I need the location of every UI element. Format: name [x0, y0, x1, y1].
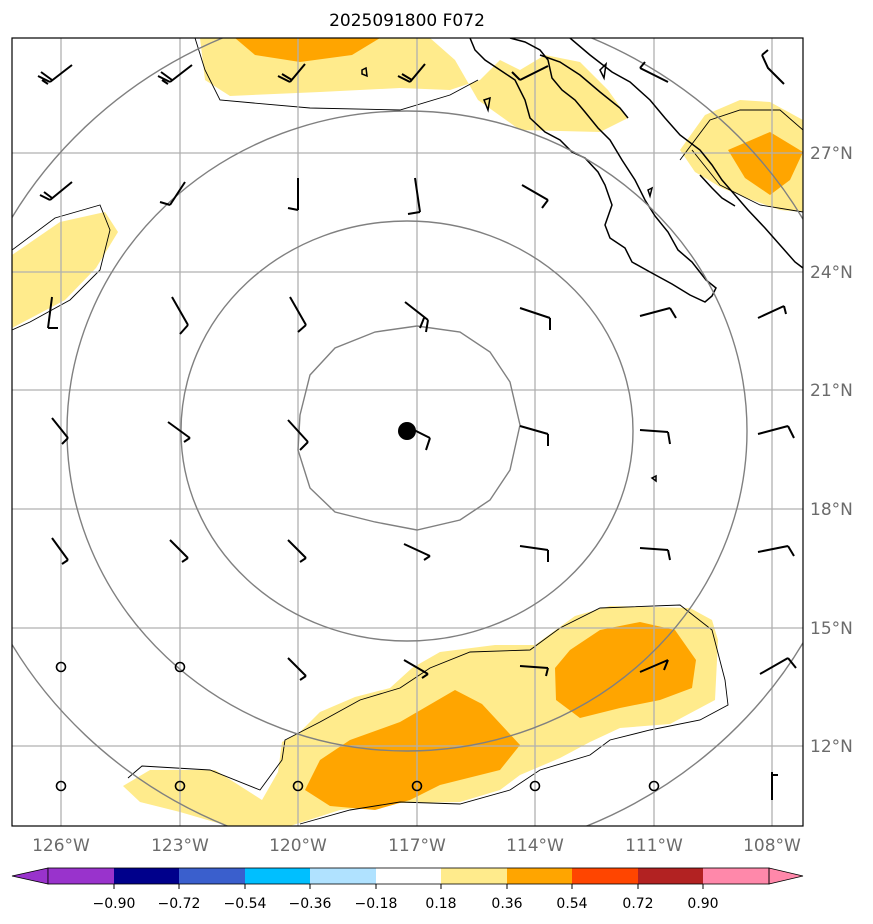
map-frame	[11, 37, 804, 827]
colorbar-segment	[114, 868, 179, 884]
x-axis-labels: 126°W 123°W 120°W 117°W 114°W 111°W 108°…	[32, 836, 801, 856]
colorbar-segment	[310, 868, 376, 884]
positive-anomaly-shading	[12, 38, 803, 826]
storm-center-marker	[398, 422, 416, 440]
y-tick-label: 27°N	[810, 144, 853, 164]
colorbar-segment	[703, 868, 769, 884]
calm-wind-circles	[55, 661, 660, 792]
colorbar-tick-label: −0.72	[158, 896, 201, 912]
x-tick-label: 117°W	[388, 836, 446, 856]
figure-title: 2025091800 F072	[329, 11, 485, 31]
x-tick-label: 120°W	[269, 836, 327, 856]
colorbar-segment	[638, 868, 703, 884]
map-panel	[12, 38, 803, 826]
colorbar-tick-label: 0.18	[425, 896, 456, 912]
coastline	[361, 38, 803, 483]
colorbar-tick-label: −0.90	[93, 896, 136, 912]
colorbar-tick-label: −0.36	[289, 896, 332, 912]
colorbar-segment	[179, 868, 245, 884]
colorbar-min-extend	[11, 867, 49, 885]
y-tick-label: 21°N	[810, 381, 853, 401]
colorbar-tick-label: 0.54	[556, 896, 587, 912]
y-tick-label: 12°N	[810, 737, 853, 757]
colorbar-segment	[441, 868, 507, 884]
colorbar-segment	[245, 868, 310, 884]
y-tick-label: 18°N	[810, 500, 853, 520]
x-tick-label: 114°W	[506, 836, 564, 856]
colorbar-tick-label: 0.90	[687, 896, 718, 912]
graticule	[12, 38, 803, 826]
x-tick-label: 123°W	[151, 836, 209, 856]
colorbar-segment	[507, 868, 572, 884]
x-tick-label: 126°W	[32, 836, 90, 856]
colorbar-segment	[572, 868, 638, 884]
colorbar-tick-label: −0.18	[355, 896, 398, 912]
x-tick-label: 108°W	[743, 836, 801, 856]
colorbar-max-extend	[768, 867, 804, 885]
y-tick-label: 24°N	[810, 263, 853, 283]
wind-barbs	[37, 49, 797, 800]
y-axis-labels: 27°N 24°N 21°N 18°N 15°N 12°N	[810, 144, 853, 757]
y-tick-label: 15°N	[810, 619, 853, 639]
colorbar: −0.90 −0.72 −0.54 −0.36 −0.18 0.18 0.36 …	[11, 867, 804, 912]
colorbar-segment	[376, 868, 441, 884]
x-tick-label: 111°W	[625, 836, 683, 856]
colorbar-tick-label: 0.36	[491, 896, 522, 912]
colorbar-tick-label: 0.72	[622, 896, 653, 912]
colorbar-segment	[48, 868, 114, 884]
colorbar-tick-label: −0.54	[224, 896, 267, 912]
field-contours	[12, 38, 803, 825]
